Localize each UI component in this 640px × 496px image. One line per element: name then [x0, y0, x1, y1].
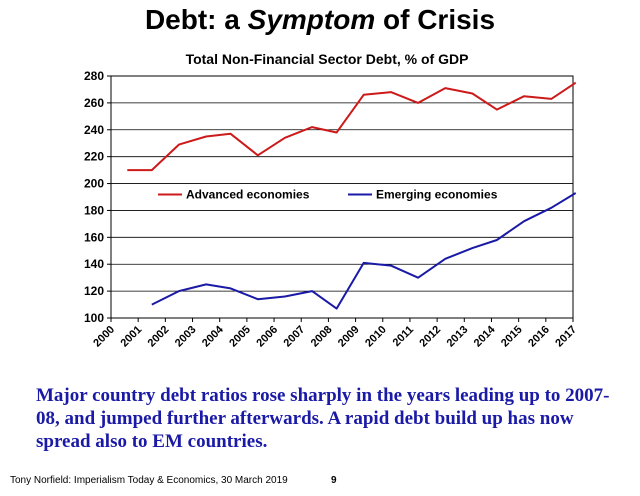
title-pre: Debt: a: [144, 4, 248, 35]
page-number: 9: [331, 475, 337, 486]
x-tick-label: 2009: [336, 324, 362, 350]
title-emphasis: Symptom: [247, 4, 376, 35]
x-tick-label: 2008: [309, 324, 335, 350]
plot-frame: [110, 75, 574, 319]
x-tick-label: 2011: [391, 324, 416, 349]
x-axis: 2000 2001 2002 2003 2004 2005 2006 2007 2008 2009…: [91, 318, 579, 349]
slide-title: Debt: a Symptom of Crisis: [0, 4, 640, 36]
x-tick-label: 2015: [499, 324, 525, 350]
y-axis: 100 120 140 160 180 200 220 240 260 280: [84, 69, 111, 325]
legend-label: Emerging economies: [376, 188, 498, 202]
y-tick-label: 200: [84, 177, 104, 191]
y-tick-label: 220: [84, 150, 104, 164]
slide-footer: Tony Norfield: Imperialism Today & Econo…: [10, 475, 288, 486]
chart-title: Total Non-Financial Sector Debt, % of GD…: [186, 51, 469, 67]
y-tick-label: 100: [84, 311, 104, 325]
slide-caption: Major country debt ratios rose sharply i…: [36, 385, 610, 452]
x-tick-label: 2006: [254, 324, 280, 350]
y-tick-label: 280: [84, 69, 104, 83]
x-tick-label: 2002: [146, 324, 172, 350]
x-tick-label: 2004: [200, 323, 226, 349]
y-tick-label: 120: [84, 284, 104, 298]
debt-line-chart: Total Non-Financial Sector Debt, % of GD…: [84, 51, 579, 349]
x-tick-label: 2010: [363, 324, 389, 350]
x-tick-label: 2007: [282, 324, 308, 350]
chart-series: [127, 81, 577, 310]
chart-legend: Advanced economies Emerging economies: [158, 188, 498, 202]
y-tick-label: 180: [84, 203, 104, 217]
x-tick-label: 2016: [526, 324, 552, 350]
x-tick-label: 2005: [227, 324, 253, 350]
series-line-advanced: [127, 81, 577, 172]
x-tick-label: 2001: [118, 324, 144, 350]
x-tick-label: 2003: [173, 324, 199, 350]
y-tick-label: 160: [84, 230, 104, 244]
legend-label: Advanced economies: [186, 188, 310, 202]
x-tick-label: 2000: [91, 324, 117, 350]
chart-gridlines: [111, 102, 573, 292]
title-post: of Crisis: [375, 4, 496, 35]
y-tick-label: 240: [84, 123, 104, 137]
x-tick-label: 2014: [472, 323, 498, 349]
y-tick-label: 140: [84, 257, 104, 271]
x-tick-label: 2013: [445, 324, 471, 350]
y-tick-label: 260: [84, 96, 104, 110]
x-tick-label: 2012: [417, 324, 443, 350]
x-tick-label: 2017: [553, 324, 579, 350]
